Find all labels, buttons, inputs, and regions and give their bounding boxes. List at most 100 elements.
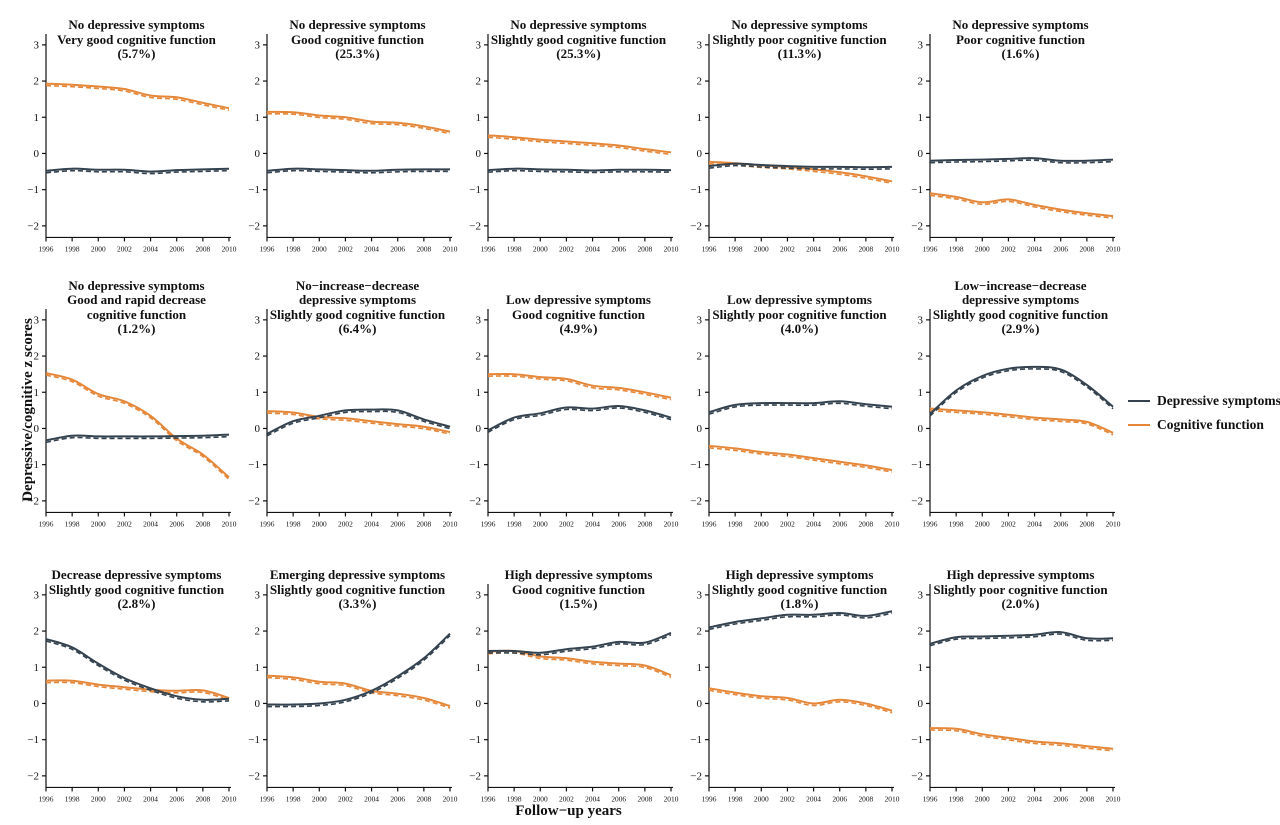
cognitive-line (708, 444, 893, 472)
depressive-line-dashed (929, 368, 1114, 417)
x-tick-label: 2010 (885, 794, 900, 803)
x-tick-label: 2008 (1079, 244, 1094, 253)
y-tick-label: 2 (697, 351, 703, 363)
y-tick-label: 3 (918, 39, 924, 51)
depressive-line (487, 167, 672, 172)
x-tick-label: 2010 (443, 519, 458, 528)
x-tick-label: 2004 (1027, 244, 1042, 253)
y-tick-label: 3 (476, 589, 482, 601)
x-tick-label: 2010 (664, 244, 679, 253)
y-tick-label: 3 (697, 314, 703, 326)
y-tick-label: 3 (34, 39, 40, 51)
panel-grid: No depressive symptoms Very good cognitiv… (16, 0, 1121, 825)
panel-plot: −2 −1 0 1 2 3 1996 1998 2000 2002 2004 2006 2008 2010 (27, 34, 237, 253)
x-tick-label: 2008 (416, 244, 431, 253)
depressive-line-dashed (487, 169, 672, 174)
y-tick-label: 0 (697, 148, 703, 160)
y-tick-label: −2 (248, 770, 260, 782)
cognitive-line-dashed (708, 447, 893, 473)
y-tick-label: −1 (248, 734, 260, 746)
cognitive-line (266, 110, 451, 133)
x-tick-label: 2004 (1027, 794, 1042, 803)
y-tick-label: 2 (255, 351, 261, 363)
legend-item-depressive-symptoms: Depressive symptoms (1128, 393, 1280, 409)
x-tick-label: 2002 (1001, 244, 1016, 253)
cognitive-line (487, 649, 672, 677)
panel-plot: −2 −1 0 1 2 3 1996 1998 2000 2002 2004 2006 2008 2010 (690, 309, 900, 528)
y-tick-label: −1 (248, 459, 260, 471)
y-tick-label: 3 (255, 589, 261, 601)
y-tick-label: 3 (476, 314, 482, 326)
x-tick-label: 1996 (702, 244, 717, 253)
panel-9: Low depressive symptoms Slightly poor cog… (679, 275, 900, 550)
x-tick-label: 1996 (923, 519, 938, 528)
y-tick-label: −2 (469, 220, 481, 232)
x-tick-label: 1998 (65, 794, 80, 803)
x-tick-label: 1998 (507, 519, 522, 528)
y-tick-label: −2 (911, 220, 923, 232)
y-tick-label: −2 (469, 770, 481, 782)
x-tick-label: 2002 (117, 519, 132, 528)
y-tick-label: −1 (690, 734, 702, 746)
y-tick-label: 2 (476, 626, 482, 638)
x-tick-label: 2000 (91, 244, 106, 253)
y-tick-label: 1 (255, 112, 261, 124)
y-tick-label: −1 (690, 459, 702, 471)
x-tick-label: 2006 (169, 794, 184, 803)
x-tick-label: 2002 (1001, 519, 1016, 528)
panel-3: No depressive symptoms Slightly good cogn… (458, 0, 679, 275)
cognitive-line (45, 372, 230, 479)
x-tick-label: 1996 (702, 519, 717, 528)
x-tick-label: 2008 (637, 244, 652, 253)
y-tick-label: 0 (476, 698, 482, 710)
x-tick-label: 1996 (39, 794, 54, 803)
y-tick-label: 0 (918, 423, 924, 435)
x-tick-label: 2008 (858, 794, 873, 803)
y-tick-label: 1 (34, 387, 40, 399)
y-tick-label: 2 (34, 76, 40, 88)
y-tick-label: 3 (697, 589, 703, 601)
x-tick-label: 2006 (390, 794, 405, 803)
panel-6: No depressive symptoms Good and rapid dec… (16, 275, 237, 550)
y-tick-label: 1 (476, 662, 482, 674)
x-tick-label: 2006 (1053, 244, 1068, 253)
x-tick-label: 2000 (754, 794, 769, 803)
depressive-line (45, 433, 230, 442)
x-tick-label: 2004 (143, 519, 158, 528)
cognitive-line (487, 372, 672, 399)
panel-14: High depressive symptoms Slightly good co… (679, 550, 900, 825)
y-tick-label: 3 (918, 589, 924, 601)
cognitive-line (45, 82, 230, 110)
x-tick-label: 1998 (286, 244, 301, 253)
panel-15: High depressive symptoms Slightly poor co… (900, 550, 1121, 825)
depressive-line (45, 638, 230, 701)
x-tick-label: 2000 (975, 519, 990, 528)
y-tick-label: −2 (690, 495, 702, 507)
x-tick-label: 2008 (1079, 794, 1094, 803)
depressive-line-dashed (929, 159, 1114, 164)
x-tick-label: 1996 (39, 244, 54, 253)
cognitive-line-dashed (487, 375, 672, 401)
y-tick-label: 1 (255, 662, 261, 674)
depressive-line (266, 167, 451, 172)
cognitive-line-dashed (708, 689, 893, 714)
y-tick-label: −2 (27, 770, 39, 782)
x-tick-label: 1996 (260, 519, 275, 528)
panel-plot: −2 −1 0 1 2 3 1996 1998 2000 2002 2004 2006 2008 2010 (690, 584, 900, 803)
depressive-line-dashed (708, 612, 893, 631)
x-tick-label: 2002 (338, 794, 353, 803)
x-tick-label: 1996 (260, 794, 275, 803)
y-tick-label: −2 (248, 220, 260, 232)
x-tick-label: 2002 (559, 794, 574, 803)
cognitive-line (45, 679, 230, 699)
x-tick-label: 2004 (585, 244, 600, 253)
x-tick-label: 2000 (975, 794, 990, 803)
y-tick-label: 2 (34, 626, 40, 638)
y-tick-label: −2 (911, 495, 923, 507)
y-tick-label: 2 (697, 76, 703, 88)
x-tick-label: 2008 (637, 519, 652, 528)
depressive-line (929, 631, 1114, 645)
y-tick-label: −1 (911, 734, 923, 746)
panel-8: Low depressive symptoms Good cognitive fu… (458, 275, 679, 550)
